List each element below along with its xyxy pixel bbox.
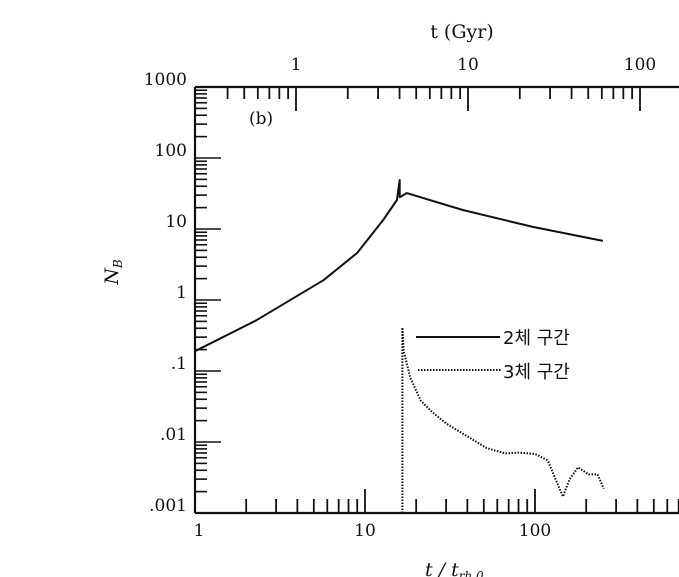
x2-tick-label: 10 [457,55,479,75]
panel-label: (b) [249,109,273,129]
legend-label-2body: 2체 구간 [503,328,570,349]
y-tick-label: .01 [160,425,187,445]
ticks: 1 10 100 1 10 100 1000 100 10 1 .1 .01 .001 [144,55,679,541]
x-tick-label: 10 [354,521,376,541]
x-axis-label: t / trh,0 [425,559,484,577]
svg-text:NB: NB [101,259,125,286]
y-tick-label: .001 [149,496,187,516]
legend: 2체 구간 3체 구간 [416,328,570,383]
y-tick-label: 1 [176,283,187,303]
x-tick-label: 1 [194,521,205,541]
series-3body-line [401,326,605,513]
x-label-main: t / t [425,559,459,577]
x-label-sub: rh,0 [459,569,484,577]
legend-label-3body: 3체 구간 [503,362,570,383]
series [194,179,605,513]
x2-tick-label: 1 [291,55,302,75]
x2-axis-label: t (Gyr) [430,21,494,43]
y-tick-label: .1 [171,354,187,374]
y-tick-label: 100 [155,141,187,161]
x2-tick-label: 100 [624,55,656,75]
y-label-sub: B [111,259,125,269]
series-2body-line [194,179,604,353]
y-tick-label: 10 [165,212,187,232]
y-axis-label: NB [101,259,125,286]
y-label-main: N [101,267,123,286]
y-tick-label: 1000 [144,70,187,90]
x-tick-label: 100 [519,521,551,541]
axes [193,85,679,515]
